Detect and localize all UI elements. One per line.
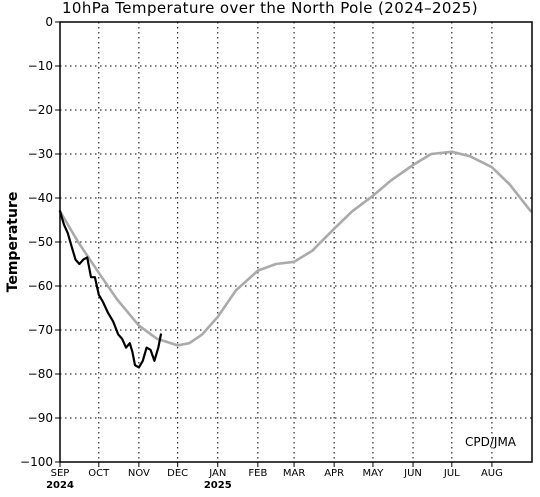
y-tick-label: −80 [28,367,53,381]
x-tick-label: JUN [403,468,422,479]
x-tick-label: MAR [283,468,305,479]
x-tick-label: SEP [51,468,70,479]
y-tick-label: −90 [28,411,53,425]
y-tick-label: −40 [28,191,53,205]
x-tick-label: JUL [443,468,460,479]
x-tick-label: DEC [167,468,188,479]
grid-lines [60,22,532,462]
series-line-black [58,210,162,369]
x-tick-label: AUG [481,468,503,479]
y-tick-label: 0 [45,15,53,29]
y-tick-label: −30 [28,147,53,161]
y-tick-label: −100 [20,455,53,469]
x-tick-label: JAN [208,468,226,479]
series-lines [58,150,532,369]
y-tick-label: −20 [28,103,53,117]
x-tick-label: FEB [248,468,267,479]
series-line-gray [58,150,532,347]
y-tick-label: −70 [28,323,53,337]
x-tick-label: APR [324,468,344,479]
y-axis-label: Temperature [5,192,21,293]
y-tick-label: −50 [28,235,53,249]
y-tick-label: −60 [28,279,53,293]
credit-annotation: CPD/JMA [465,435,517,449]
chart-title: 10hPa Temperature over the North Pole (2… [62,0,478,17]
x-year-label: 2024 [46,480,74,491]
x-tick-label: MAY [363,468,385,479]
x-year-label: 2025 [204,480,232,491]
x-tick-label: NOV [128,468,150,479]
x-tick-label: OCT [88,468,110,479]
y-axis-ticks: 0 −10 −20 −30 −40 −50 −60 −70 −80 −90 −100 [20,15,60,469]
y-tick-label: −10 [28,59,53,73]
